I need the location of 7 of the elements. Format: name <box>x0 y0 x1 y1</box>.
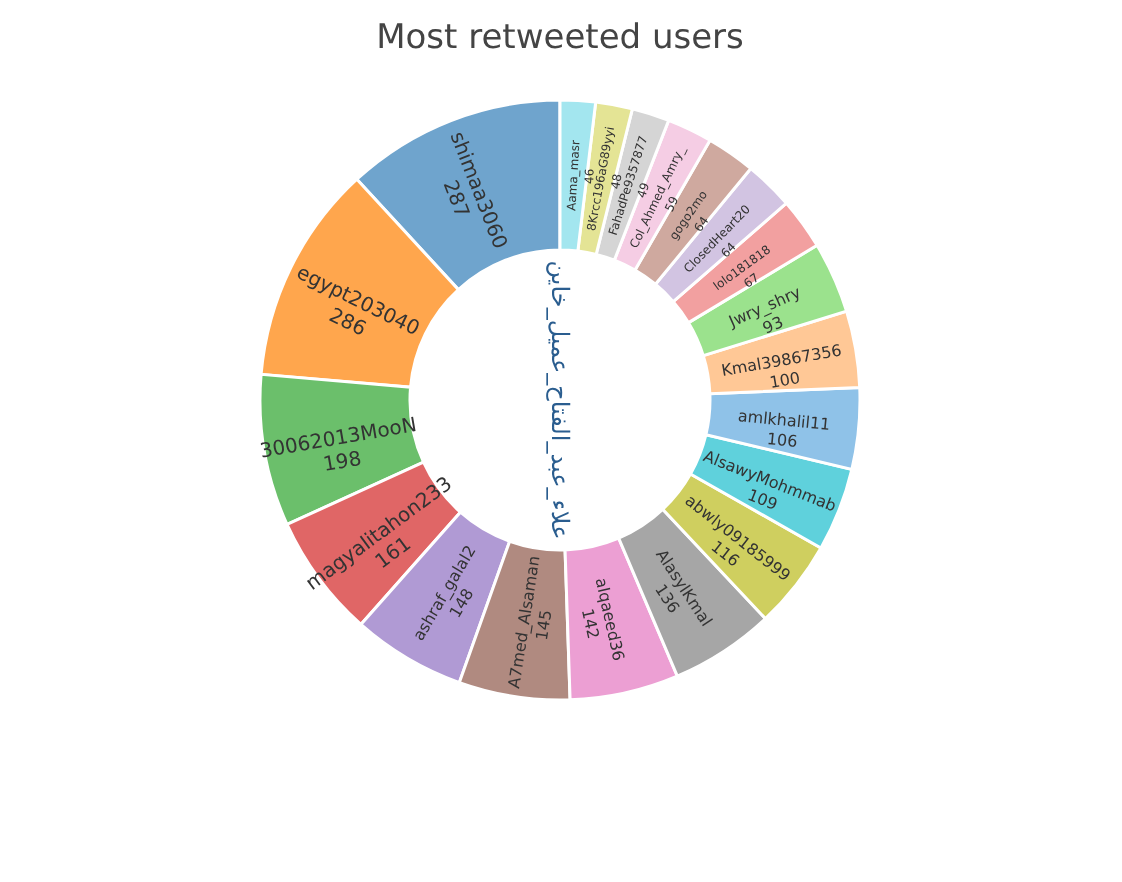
text: علاء_عبد_الفتاح_عميل_خاين <box>546 260 574 540</box>
slice-label: amlkhalil11 <box>737 407 832 434</box>
data-label: 145 <box>532 608 556 642</box>
data-label: 100 <box>768 368 802 392</box>
data-label: 142 <box>577 606 603 641</box>
data-label: 106 <box>766 430 799 451</box>
chart-title: Most retweeted users <box>376 18 745 58</box>
